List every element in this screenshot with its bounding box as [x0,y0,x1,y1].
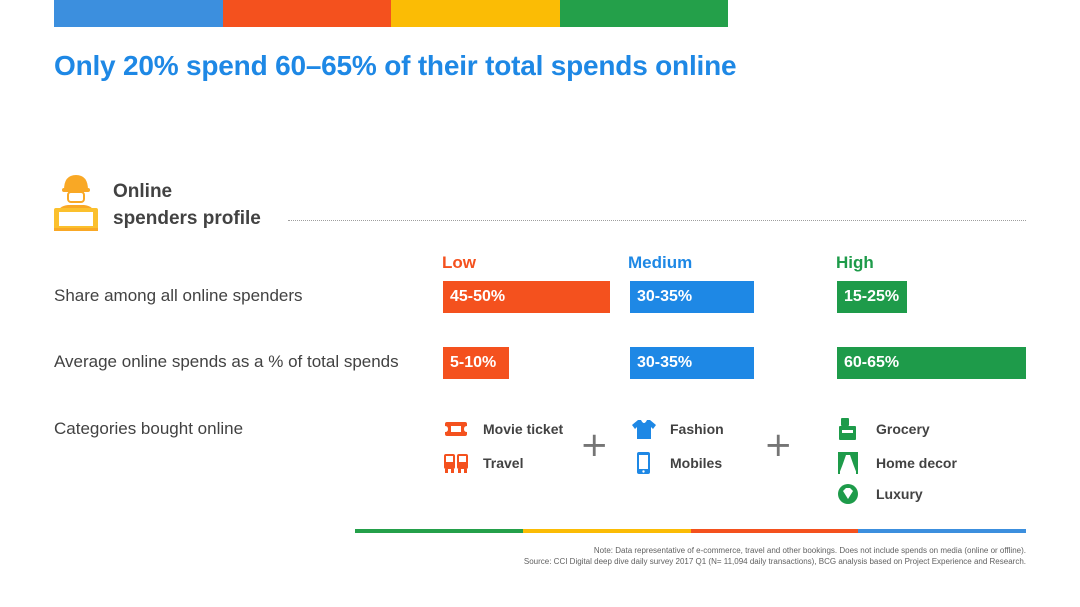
category-label: Mobiles [670,455,723,471]
profile-divider [288,220,1026,221]
row-label-share: Share among all online spenders [54,286,303,305]
category-home-decor: Home decor [836,452,957,474]
grocery-icon [839,418,856,440]
category-grocery: Grocery [836,418,930,440]
footnote-note: Note: Data representative of e-commerce,… [593,546,1026,555]
profile-label: Online spenders profile [113,178,261,232]
row-label-categories: Categories bought online [54,419,244,438]
bar-average-medium: 30-35% [630,347,754,379]
bottom-color-bar [355,529,1026,533]
category-label: Luxury [876,486,923,502]
top-bar-blue [54,0,223,27]
category-fashion: Fashion [630,418,724,440]
mobile-icon [637,452,650,474]
tier-header-low: Low [442,253,476,272]
top-bar-red [222,0,391,27]
bottom-bar-yellow [522,529,691,533]
tier-header-high: High [836,253,874,272]
top-bar-green [559,0,728,27]
bottom-bar-red [690,529,859,533]
category-label: Fashion [670,421,724,437]
home-decor-icon [838,452,858,474]
profile-label-line2: spenders profile [113,208,261,229]
bus-icon [444,454,468,473]
plus-symbol: + [580,425,609,465]
bottom-bar-blue [858,529,1026,533]
top-color-bar [54,0,728,27]
bar-share-high: 15-25% [837,281,907,313]
bar-share-low: 45-50% [443,281,610,313]
category-label: Home decor [876,455,957,471]
category-label: Travel [483,455,524,471]
footnote-source: Source: CCI Digital deep dive daily surv… [523,557,1026,566]
tier-header-medium: Medium [628,253,693,272]
bar-share-medium: 30-35% [630,281,754,313]
tshirt-icon [632,420,656,439]
category-mobiles: Mobiles [630,452,722,474]
luxury-icon [838,484,858,504]
online-spender-icon [54,175,98,231]
category-movie-ticket: Movie ticket [443,418,563,440]
category-luxury: Luxury [836,483,923,505]
bar-average-low: 5-10% [443,347,509,379]
category-label: Grocery [876,421,930,437]
category-travel: Travel [443,452,523,474]
bottom-bar-green [355,529,523,533]
profile-label-line1: Online [113,181,173,202]
bar-average-high: 60-65% [837,347,1026,379]
plus-symbol: + [764,425,793,465]
ticket-icon [445,422,467,436]
category-label: Movie ticket [483,421,564,437]
top-bar-yellow [391,0,560,27]
page-title: Only 20% spend 60–65% of their total spe… [54,50,737,81]
row-label-average-spends: Average online spends as a % of total sp… [54,352,399,371]
